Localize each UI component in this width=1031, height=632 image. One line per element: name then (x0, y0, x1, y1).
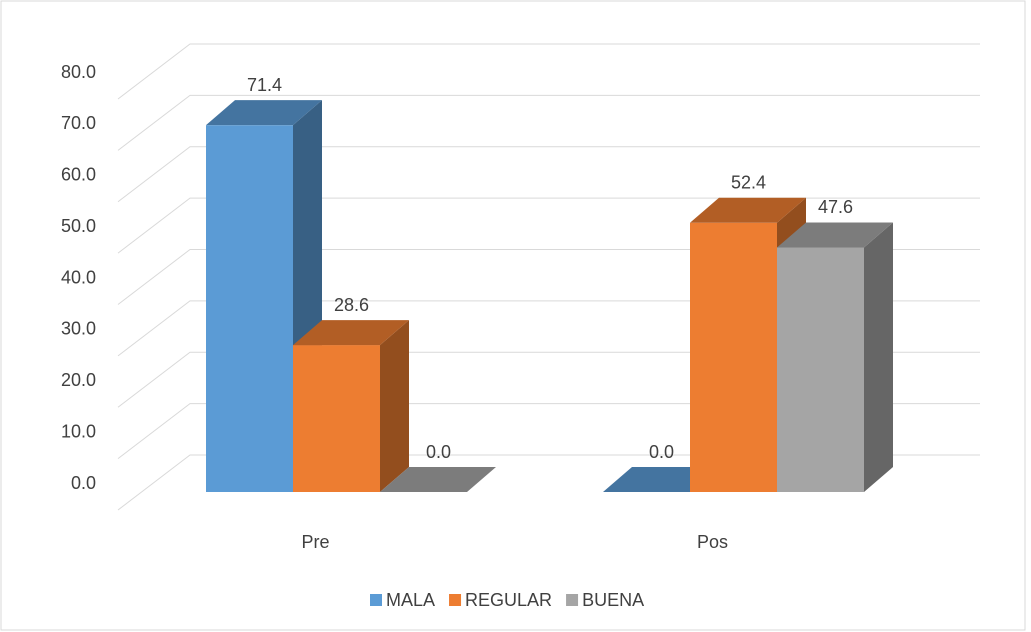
bar-front (293, 345, 380, 492)
value-label: 28.6 (334, 295, 369, 315)
y-tick-label: 20.0 (61, 370, 96, 390)
bar-side (380, 320, 409, 492)
bar-front (206, 125, 293, 493)
value-label: 71.4 (247, 75, 282, 95)
y-tick-label: 10.0 (61, 421, 96, 441)
y-tick-label: 0.0 (71, 473, 96, 493)
grid-line (117, 146, 980, 203)
bar-top (690, 197, 806, 223)
value-label: 52.4 (731, 173, 766, 193)
bar-top (293, 320, 409, 346)
y-tick-label: 50.0 (61, 216, 96, 236)
legend-label: MALA (386, 590, 435, 610)
bar-side (864, 222, 893, 492)
legend-swatch (566, 594, 579, 606)
legend-label: REGULAR (465, 590, 552, 610)
bar-front (777, 247, 864, 492)
value-label: 0.0 (649, 442, 674, 462)
grid-line (117, 43, 980, 100)
bar-top (380, 467, 496, 492)
legend-swatch (449, 594, 462, 606)
value-label: 0.0 (426, 442, 451, 462)
y-tick-label: 70.0 (61, 113, 96, 133)
bar-top (206, 100, 322, 126)
legend-swatch (370, 594, 382, 606)
value-label: 47.6 (818, 197, 853, 217)
bar-top (777, 222, 893, 248)
grid-line (117, 94, 980, 151)
grid-line (117, 197, 980, 254)
x-tick-label: Pre (301, 532, 329, 552)
bar-front (690, 222, 777, 493)
legend-label: BUENA (582, 590, 644, 610)
x-tick-label: Pos (697, 532, 728, 552)
y-tick-label: 40.0 (61, 267, 96, 287)
y-tick-label: 30.0 (61, 319, 96, 339)
y-tick-label: 80.0 (61, 62, 96, 82)
y-tick-label: 60.0 (61, 165, 96, 185)
